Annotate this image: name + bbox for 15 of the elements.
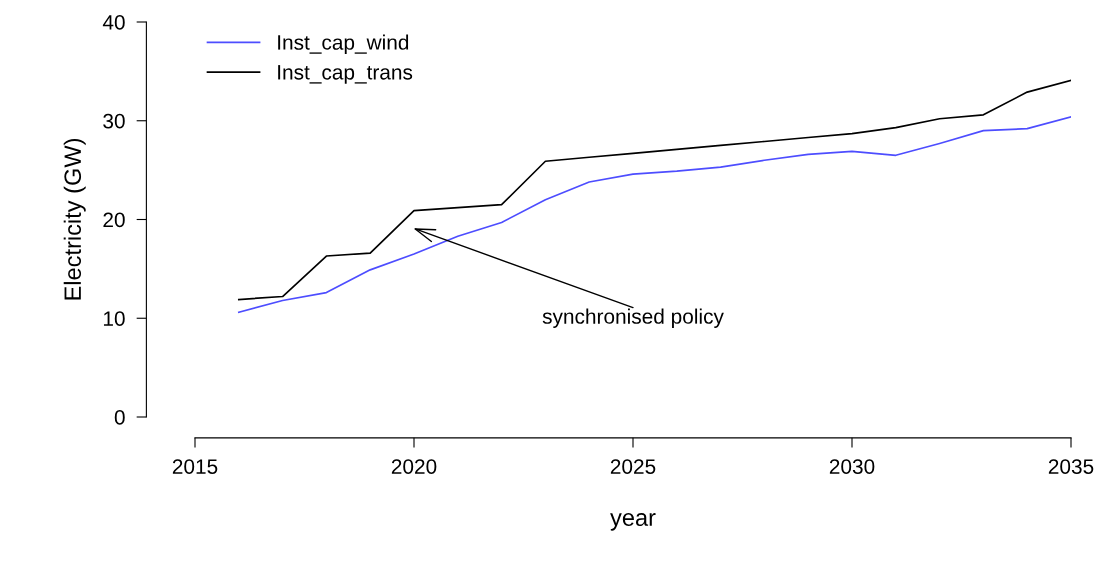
y-tick-label: 0 xyxy=(114,410,125,425)
x-tick-label: 2015 xyxy=(172,459,218,474)
y-tick-label: 40 xyxy=(102,15,125,30)
x-tick-label: 2035 xyxy=(1048,459,1094,474)
y-axis-title: Electricity (GW) xyxy=(63,138,86,300)
x-tick-label: 2030 xyxy=(829,459,875,474)
legend-label: Inst_cap_trans xyxy=(278,65,413,84)
x-tick-label: 2020 xyxy=(391,459,437,474)
y-tick-label: 30 xyxy=(103,113,125,129)
x-tick-label: 2025 xyxy=(610,459,656,474)
y-tick-label: 10 xyxy=(103,311,125,326)
y-tick-label: 20 xyxy=(103,212,125,228)
x-axis-title: year xyxy=(610,513,656,531)
annotation: synchronised policy xyxy=(542,308,724,328)
legend-label: Inst_cap_wind xyxy=(278,34,409,54)
